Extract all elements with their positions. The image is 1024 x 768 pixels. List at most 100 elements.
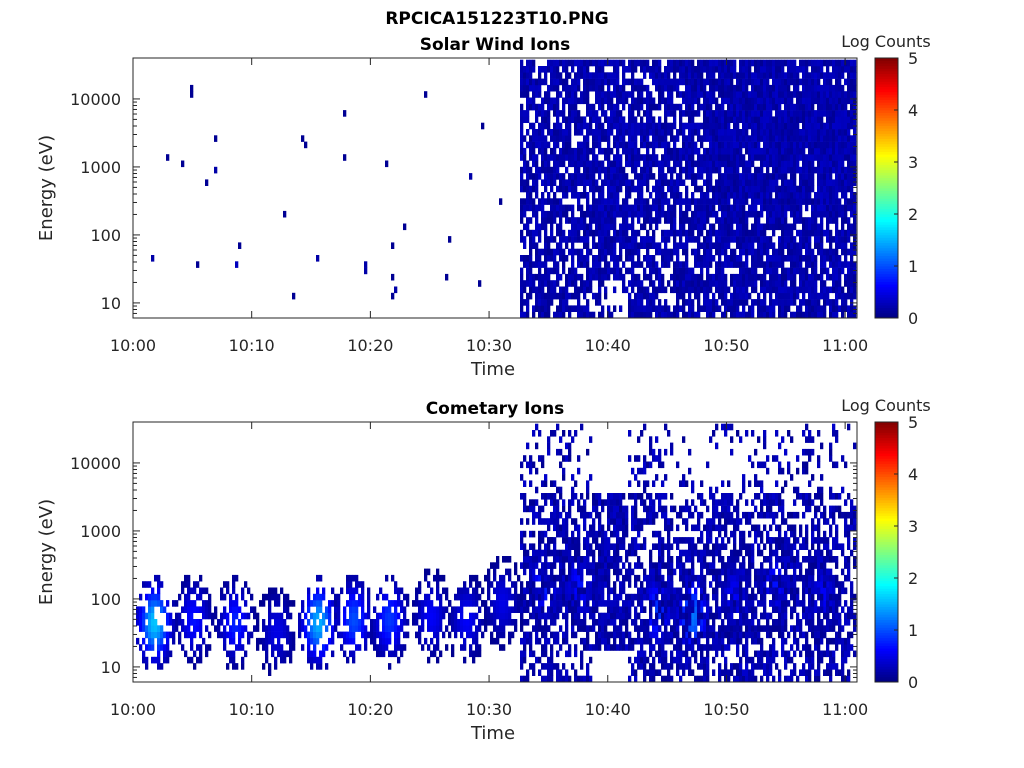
heatmap-cell [835, 147, 839, 155]
heatmap-cell [583, 173, 587, 180]
heatmap-cell [325, 606, 329, 613]
heatmap-cell [751, 210, 755, 218]
heatmap-cell [316, 656, 320, 664]
heatmap-cell [547, 305, 551, 312]
heatmap-cell [532, 129, 536, 136]
heatmap-cell [823, 110, 827, 117]
heatmap-cell [232, 656, 236, 664]
heatmap-cell [721, 267, 725, 275]
heatmap-cell [811, 229, 815, 237]
heatmap-cell [526, 261, 530, 268]
heatmap-cell [844, 280, 848, 287]
heatmap-cell [832, 210, 836, 218]
heatmap-cell [760, 110, 764, 117]
heatmap-cell [679, 110, 683, 117]
heatmap-cell [739, 78, 743, 86]
heatmap-cell [643, 141, 647, 149]
heatmap-cell [196, 261, 200, 268]
heatmap-cell [745, 141, 749, 149]
heatmap-cell [151, 606, 155, 613]
heatmap-cell [571, 217, 575, 224]
heatmap-cell [502, 581, 506, 588]
heatmap-cell [823, 141, 827, 149]
heatmap-cell [178, 619, 182, 626]
heatmap-cell [673, 204, 677, 212]
heatmap-cell [334, 619, 338, 626]
heatmap-cell [835, 280, 839, 287]
heatmap-cell [694, 236, 698, 243]
heatmap-cell [802, 267, 806, 275]
heatmap-cell [811, 299, 815, 306]
heatmap-cell [226, 587, 230, 595]
heatmap-cell [793, 110, 797, 117]
heatmap-cell [526, 97, 530, 105]
heatmap-cell [664, 305, 668, 312]
heatmap-cell [547, 154, 551, 161]
heatmap-cell [760, 166, 764, 174]
heatmap-cell [520, 229, 524, 237]
heatmap-cell [778, 141, 782, 149]
heatmap-cell [475, 587, 479, 595]
heatmap-cell [841, 72, 845, 79]
heatmap-cell [703, 192, 707, 199]
heatmap-cell [799, 236, 803, 243]
heatmap-cell [727, 242, 731, 249]
heatmap-cell [313, 612, 317, 620]
heatmap-cell [589, 173, 593, 180]
heatmap-cell [433, 606, 437, 613]
heatmap-cell [766, 280, 770, 287]
heatmap-cell [700, 280, 704, 287]
heatmap-cell [538, 600, 542, 607]
heatmap-cell [736, 78, 740, 86]
heatmap-cell [697, 84, 701, 92]
heatmap-cell [706, 154, 710, 161]
heatmap-cell [319, 656, 323, 664]
heatmap-cell [847, 122, 851, 130]
heatmap-cell [250, 606, 254, 613]
heatmap-cell [148, 606, 152, 613]
heatmap-cell [355, 625, 359, 632]
heatmap-cell [316, 593, 320, 601]
heatmap-cell [844, 242, 848, 249]
heatmap-cell [394, 587, 398, 595]
heatmap-cell [769, 103, 773, 111]
heatmap-cell [844, 210, 848, 218]
heatmap-cell [697, 103, 701, 111]
heatmap-cell [703, 154, 707, 161]
heatmap-cell [481, 122, 485, 130]
heatmap-cell [727, 286, 731, 294]
heatmap-cell [559, 305, 563, 312]
heatmap-cell [799, 198, 803, 205]
heatmap-cell [811, 198, 815, 205]
heatmap-cell [748, 97, 752, 105]
colorbar-swatch [875, 65, 898, 69]
heatmap-cell [526, 78, 530, 86]
heatmap-cell [769, 311, 773, 319]
heatmap-cell [523, 154, 527, 161]
heatmap-cell [640, 236, 644, 243]
colorbar-swatch [875, 289, 898, 293]
heatmap-cell [418, 637, 422, 645]
heatmap-cell [628, 129, 632, 136]
colorbar-swatch [875, 237, 898, 241]
heatmap-cell [697, 160, 701, 168]
heatmap-cell [682, 154, 686, 161]
heatmap-cell [601, 135, 605, 142]
heatmap-cell [736, 242, 740, 249]
heatmap-cell [760, 66, 764, 73]
heatmap-cell [709, 66, 713, 73]
heatmap-cell [652, 141, 656, 149]
heatmap-cell [826, 141, 830, 149]
heatmap-cell [385, 644, 389, 651]
heatmap-cell [835, 141, 839, 149]
heatmap-cell [181, 625, 185, 632]
heatmap-cell [655, 248, 659, 256]
heatmap-cell [544, 267, 548, 275]
heatmap-cell [574, 97, 578, 105]
heatmap-cell [538, 261, 542, 268]
heatmap-cell [793, 179, 797, 186]
heatmap-cell [760, 91, 764, 98]
heatmap-cell [523, 311, 527, 319]
heatmap-cell [628, 255, 632, 262]
